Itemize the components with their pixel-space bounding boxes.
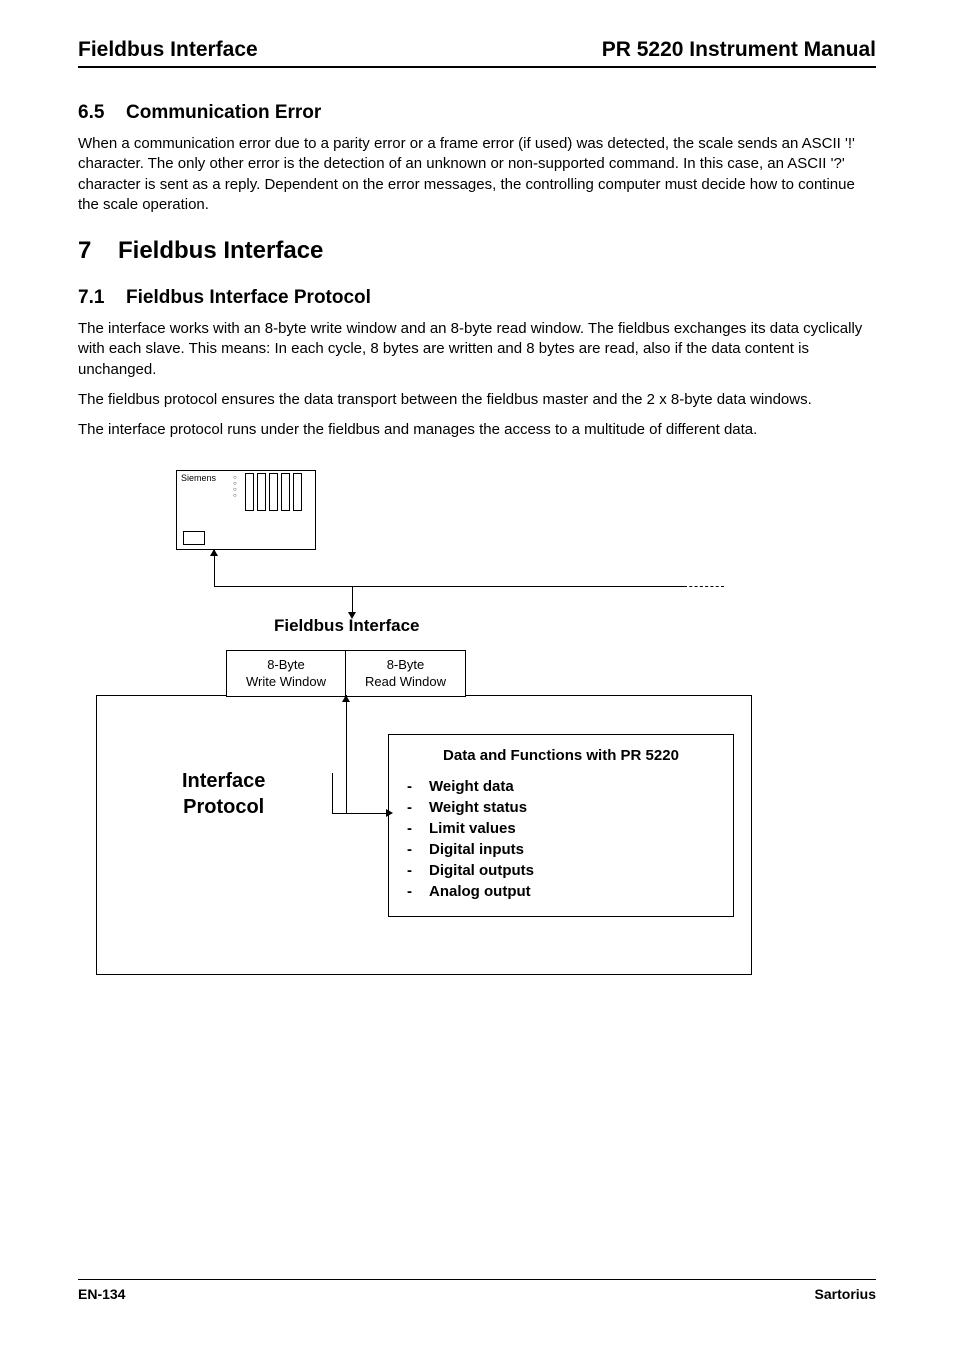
connector-line: [346, 813, 388, 814]
section-num: 6.5: [78, 102, 126, 124]
chapter-7-heading: 7Fieldbus Interface: [78, 237, 876, 265]
connector-line: [346, 695, 347, 813]
arrow-up-icon: [210, 549, 218, 556]
data-functions-box: Data and Functions with PR 5220 Weight d…: [388, 734, 734, 917]
list-item: Weight data: [429, 776, 719, 797]
footer-brand: Sartorius: [815, 1286, 876, 1302]
header-right: PR 5220 Instrument Manual: [602, 38, 876, 62]
header-left: Fieldbus Interface: [78, 38, 258, 62]
page-footer: EN-134 Sartorius: [78, 1279, 876, 1302]
section-6-5-para: When a communication error due to a pari…: [78, 134, 876, 215]
section-7-1-para-3: The interface protocol runs under the fi…: [78, 420, 876, 440]
section-7-1-para-2: The fieldbus protocol ensures the data t…: [78, 390, 876, 410]
section-7-1-heading: 7.1Fieldbus Interface Protocol: [78, 287, 876, 309]
connector-line: [332, 773, 333, 813]
interface-protocol-label: Interface Protocol: [182, 768, 265, 820]
arrow-up-icon: [342, 695, 350, 702]
connector-line: [332, 813, 346, 814]
list-item: Analog output: [429, 881, 719, 902]
read-window-box: 8-Byte Read Window: [346, 650, 466, 697]
data-functions-title: Data and Functions with PR 5220: [403, 747, 719, 764]
write-window-l1: 8-Byte: [267, 657, 305, 672]
fieldbus-interface-label: Fieldbus Interface: [274, 616, 419, 636]
window-row: 8-Byte Write Window 8-Byte Read Window: [226, 650, 466, 697]
section-title: Fieldbus Interface Protocol: [126, 287, 371, 308]
plc-modules: [245, 473, 302, 511]
plc-leds: ○○○○: [233, 475, 237, 499]
plc-bottom-slot: [183, 531, 205, 545]
section-7-1-para-1: The interface works with an 8-byte write…: [78, 319, 876, 380]
interface-l1: Interface: [182, 770, 265, 792]
section-title: Communication Error: [126, 102, 321, 123]
read-window-l2: Read Window: [365, 674, 446, 689]
chapter-num: 7: [78, 237, 118, 265]
write-window-l2: Write Window: [246, 674, 326, 689]
list-item: Digital outputs: [429, 860, 719, 881]
section-6-5-heading: 6.5Communication Error: [78, 102, 876, 124]
write-window-box: 8-Byte Write Window: [226, 650, 346, 697]
data-functions-list: Weight data Weight status Limit values D…: [403, 776, 719, 902]
page-header: Fieldbus Interface PR 5220 Instrument Ma…: [78, 38, 876, 68]
read-window-l1: 8-Byte: [387, 657, 425, 672]
interface-l2: Protocol: [183, 796, 264, 818]
plc-label: Siemens: [181, 473, 216, 483]
list-item: Digital inputs: [429, 839, 719, 860]
plc-box: Siemens ○○○○: [176, 470, 316, 550]
chapter-title: Fieldbus Interface: [118, 237, 323, 264]
list-item: Limit values: [429, 818, 719, 839]
section-num: 7.1: [78, 287, 126, 309]
page-number: EN-134: [78, 1286, 125, 1302]
list-item: Weight status: [429, 797, 719, 818]
fieldbus-diagram: Siemens ○○○○ Fieldbus Interface 8-Byte W…: [96, 470, 876, 1010]
bus-line: [214, 550, 704, 610]
